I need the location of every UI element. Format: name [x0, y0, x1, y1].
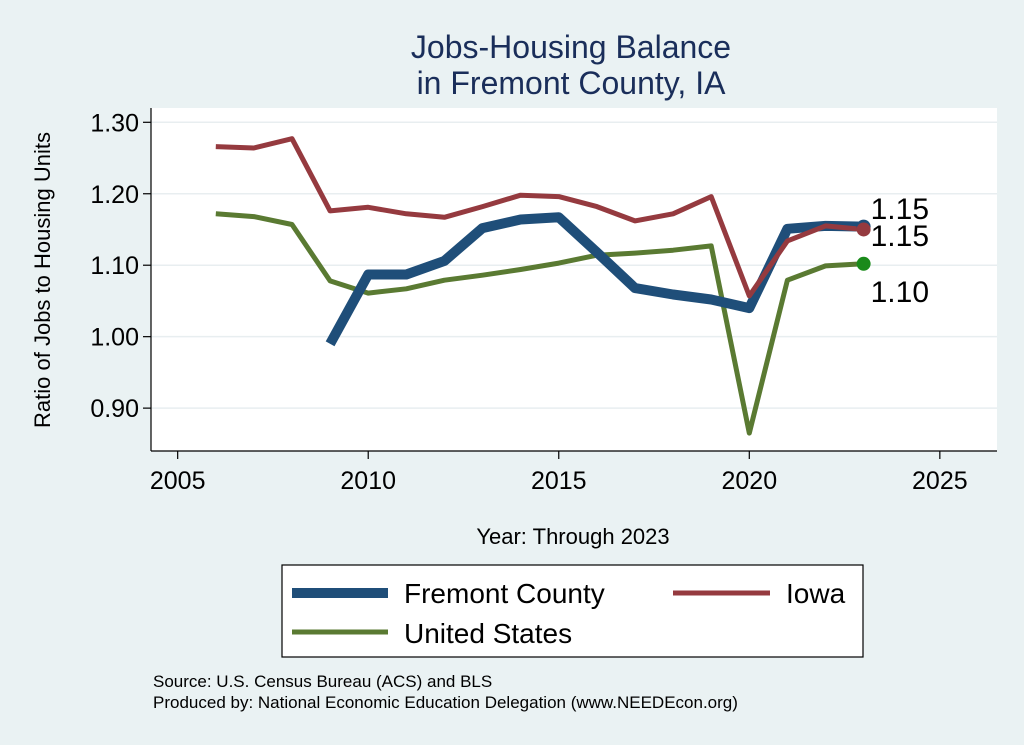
legend-label-iowa: Iowa	[786, 578, 846, 609]
x-tick-label: 2020	[721, 467, 777, 495]
axes: 0.90 1.00 1.10 1.20 1.30 2005 2010 2015 2020 2025	[90, 108, 997, 495]
end-marker-iowa	[856, 222, 871, 237]
series-line-united-states	[215, 211, 864, 436]
x-tick-label: 2005	[150, 467, 206, 495]
x-tick-label: 2015	[531, 467, 587, 495]
series-lines	[215, 136, 864, 436]
source-line-2: Produced by: National Economic Education…	[153, 693, 738, 712]
end-label-iowa: 1.15	[871, 220, 929, 253]
legend-box	[281, 564, 864, 658]
end-labels: 1.151.15 1.10	[856, 193, 929, 309]
series-line-iowa	[215, 136, 864, 299]
y-tick-label: 1.30	[90, 109, 139, 137]
x-axis-title: Year: Through 2023	[476, 524, 669, 549]
x-tick-label: 2025	[912, 467, 968, 495]
y-axis-title: Ratio of Jobs to Housing Units	[30, 132, 55, 428]
end-label-united-states: 1.10	[871, 276, 929, 309]
legend-label-united-states: United States	[404, 618, 572, 649]
end-marker-united-states	[856, 256, 871, 271]
source-line-1: Source: U.S. Census Bureau (ACS) and BLS	[153, 672, 492, 691]
chart-title-line1: Jobs-Housing Balance	[411, 29, 731, 65]
end-label-fremont: 1.15	[871, 193, 929, 226]
x-tick-label: 2010	[340, 467, 396, 495]
chart-title-line2: in Fremont County, IA	[417, 65, 727, 101]
legend-label-fremont: Fremont County	[404, 578, 605, 609]
y-tick-label: 1.00	[90, 324, 139, 352]
y-tick-label: 0.90	[90, 395, 139, 423]
y-tick-label: 1.20	[90, 181, 139, 209]
plot-area	[151, 108, 997, 451]
y-tick-label: 1.10	[90, 252, 139, 280]
